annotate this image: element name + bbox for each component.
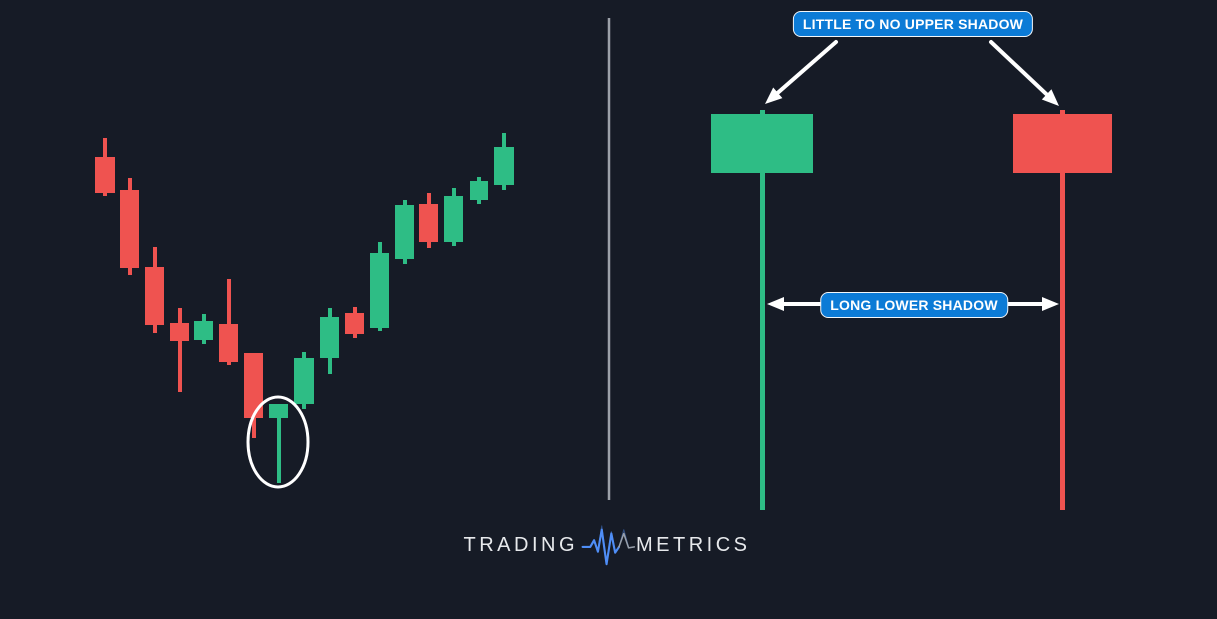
upper-shadow-annotation-label: LITTLE TO NO UPPER SHADOW [792, 11, 1034, 37]
candle-body [320, 317, 339, 358]
candle-body [170, 323, 189, 341]
candle-body [345, 313, 364, 334]
candle-wick [226, 279, 231, 365]
candle-body [120, 190, 139, 268]
candle-body [219, 324, 238, 362]
candle-body [95, 157, 115, 193]
pulse-waveform-icon [581, 525, 635, 566]
candle-body [444, 196, 463, 242]
candle-wick [759, 110, 765, 510]
candle-body [294, 358, 314, 404]
candle-body [419, 204, 438, 242]
candle-body [494, 147, 514, 185]
logo-word-metrics: METRICS [636, 533, 751, 556]
candle-body [395, 205, 414, 259]
candle-body [370, 253, 389, 328]
logo-word-trading: TRADING [463, 533, 578, 556]
candle-body [1013, 114, 1112, 173]
candle-body [470, 181, 488, 200]
lower-shadow-annotation-label: LONG LOWER SHADOW [820, 292, 1008, 318]
candle-wick [177, 308, 182, 392]
candle-body [194, 321, 213, 340]
trading-metrics-logo: TRADING METRICS [464, 522, 751, 568]
candle-body [145, 267, 164, 325]
candle-body [711, 114, 813, 173]
candle-wick [1060, 110, 1065, 510]
